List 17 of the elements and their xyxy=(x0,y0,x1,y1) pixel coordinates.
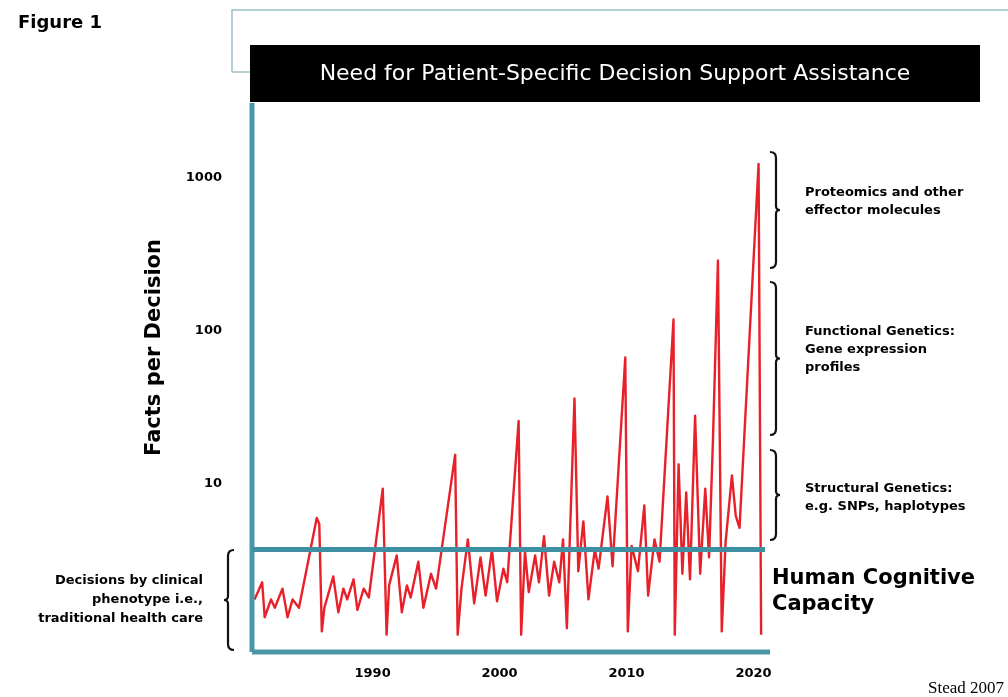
text: Stead 2007 xyxy=(927,678,1005,697)
line-series xyxy=(253,162,763,636)
x-tick-label: 2010 xyxy=(608,665,645,680)
y-tick-label: 10 xyxy=(203,474,222,490)
x-tick-label: 2020 xyxy=(735,665,772,680)
caption: Figure 1 xyxy=(18,11,103,32)
y-axis-title: Facts per Decision xyxy=(141,239,165,456)
x-tick-label: 2000 xyxy=(481,665,518,680)
x-tick-label: 1990 xyxy=(354,665,391,680)
y-tick-label: 100 xyxy=(194,321,222,337)
y-tick-label: 1000 xyxy=(185,168,222,184)
ref-line-label: Human Cognitive Capacity xyxy=(772,564,976,615)
chart-title: Need for Patient-Specific Decision Support Assistance xyxy=(319,60,911,85)
text: Proteomics and other effector molecules xyxy=(805,184,964,217)
text: Functional Genetics: Gene expression profiles xyxy=(805,323,955,374)
text: Decisions by clinical phenotype i.e., traditional health care xyxy=(38,572,204,625)
text: Structural Genetics: e.g. SNPs, haplotypes xyxy=(805,480,966,513)
